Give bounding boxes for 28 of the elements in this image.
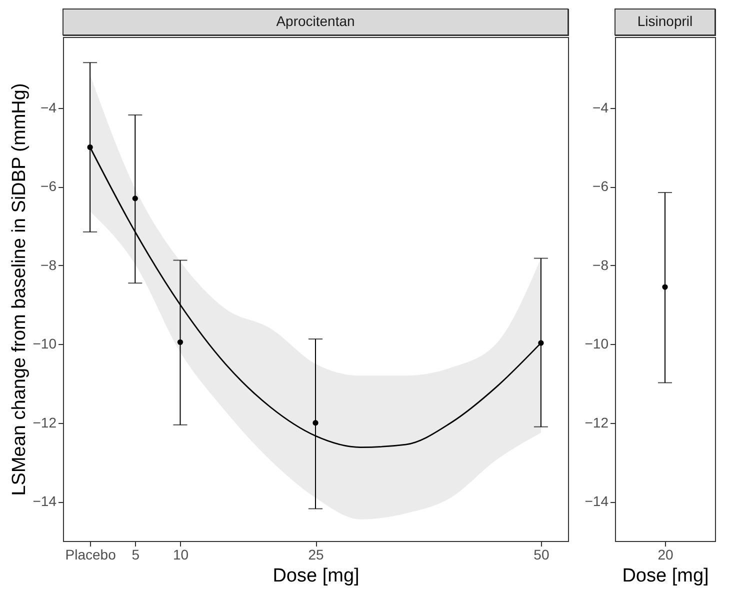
y-tick-label: −12	[584, 414, 609, 430]
chart-title: Lisinopril	[637, 13, 693, 29]
y-tick-label: −10	[32, 336, 57, 352]
point	[538, 340, 544, 346]
y-tick-label: −4	[40, 99, 57, 116]
y-axis-title: LSMean change from baseline in SiDBP (mmHg)	[8, 83, 30, 496]
point	[312, 420, 318, 426]
point	[132, 196, 138, 202]
y-tick-label: −6	[40, 178, 57, 194]
point	[87, 144, 93, 150]
chart-title: Aprocitentan	[276, 13, 355, 29]
y-tick-label: −4	[592, 99, 609, 116]
y-tick-label: −12	[32, 414, 57, 430]
x-tick-label: 50	[534, 546, 550, 562]
x-tick-label: 5	[132, 546, 140, 562]
x-axis-title: Dose [mg]	[272, 566, 360, 586]
y-tick-label: −14	[32, 493, 57, 510]
y-tick-label: −8	[592, 256, 609, 273]
x-tick-label: 25	[308, 546, 324, 562]
y-tick-label: −10	[584, 336, 609, 352]
x-tick-label: 10	[172, 546, 189, 562]
y-tick-label: −14	[584, 493, 609, 510]
point	[177, 339, 184, 345]
x-tick-label: 20	[658, 546, 674, 562]
y-tick-label: −6	[592, 178, 609, 194]
y-tick-label: −8	[40, 256, 57, 273]
x-tick-label: Placebo	[65, 546, 116, 562]
x-axis-title: Dose [mg]	[622, 566, 709, 586]
